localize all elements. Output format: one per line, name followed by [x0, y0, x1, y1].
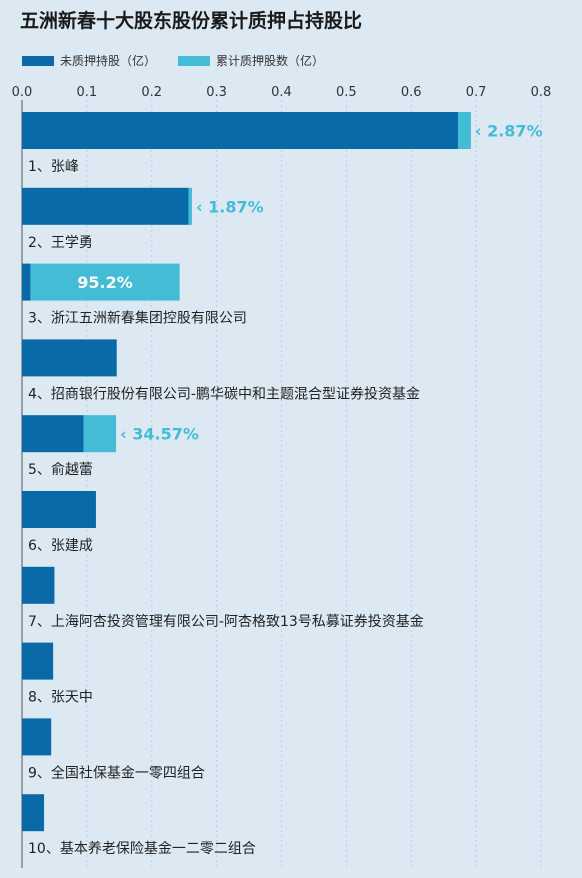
pledge-ratio-label: ‹ 2.87% — [475, 122, 543, 141]
category-label: 4、招商银行股份有限公司-鹏华碳中和主题混合型证券投资基金 — [28, 385, 420, 402]
legend-label-unpledged: 未质押持股（亿） — [60, 54, 157, 68]
bar-unpledged — [22, 112, 458, 149]
x-tick-label: 0.8 — [531, 85, 552, 100]
bar-unpledged — [22, 642, 54, 680]
category-label: 5、俞越蕾 — [28, 461, 93, 478]
legend-swatch-pledged — [178, 55, 211, 66]
bar-unpledged — [22, 718, 52, 756]
bar-pledged — [457, 112, 471, 149]
bar-unpledged — [22, 415, 84, 453]
x-tick-label: 0.2 — [141, 85, 162, 100]
x-tick-label: 0.0 — [12, 85, 33, 100]
pledge-ratio-label: ‹ 34.57% — [120, 425, 199, 444]
category-label: 6、张建成 — [28, 538, 93, 554]
category-label: 2、王学勇 — [28, 235, 93, 251]
x-tick-label: 0.1 — [77, 85, 98, 100]
x-tick-label: 0.6 — [401, 85, 422, 100]
bar-pledged — [83, 415, 117, 453]
legend-swatch-unpledged — [22, 55, 54, 66]
category-label: 10、基本养老保险基金一二零二组合 — [28, 840, 256, 857]
category-label: 7、上海阿杏投资管理有限公司-阿杏格致13号私募证券投资基金 — [28, 613, 424, 630]
x-tick-label: 0.3 — [206, 85, 227, 100]
bar-pledged — [188, 187, 192, 225]
bar-unpledged — [22, 566, 55, 604]
legend-item-pledged: 累计质押股数（亿） — [178, 52, 324, 69]
pledge-ratio-label: 95.2% — [77, 273, 133, 292]
legend-label-pledged: 累计质押股数（亿） — [216, 54, 325, 68]
pledge-ratio-label: ‹ 1.87% — [196, 197, 264, 216]
category-label: 3、浙江五洲新春集团控股有限公司 — [28, 310, 247, 327]
bar-unpledged — [22, 794, 45, 832]
bar-unpledged — [22, 187, 189, 225]
category-label: 8、张天中 — [28, 690, 93, 706]
legend: 未质押持股（亿） 累计质押股数（亿） — [22, 52, 346, 69]
legend-item-unpledged: 未质押持股（亿） — [22, 52, 156, 69]
x-tick-label: 0.5 — [336, 85, 357, 100]
category-label: 1、张峰 — [28, 159, 79, 175]
chart-title: 五洲新春十大股东股份累计质押占持股比 — [20, 10, 363, 32]
x-tick-label: 0.4 — [271, 85, 292, 100]
category-label: 9、全国社保基金一零四组合 — [28, 764, 205, 781]
bar-pledged — [30, 263, 180, 301]
bar-unpledged — [22, 491, 96, 528]
x-tick-label: 0.7 — [466, 85, 487, 100]
bar-unpledged — [22, 263, 31, 301]
bar-unpledged — [22, 339, 117, 377]
